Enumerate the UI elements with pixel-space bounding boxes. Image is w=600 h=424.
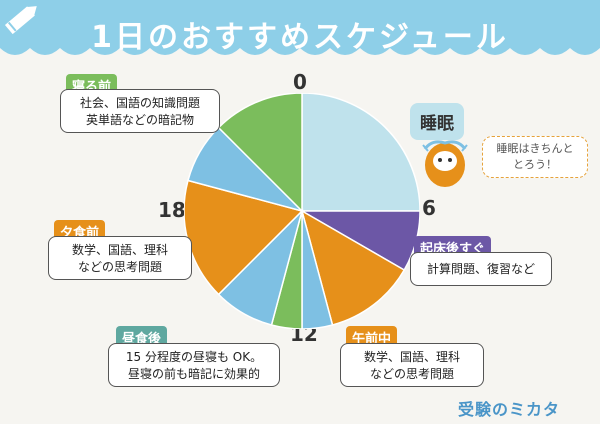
header-banner: 1日のおすすめスケジュール <box>0 0 600 70</box>
before-dinner-line1: 数学、国語、理科 <box>71 243 168 257</box>
before-dinner-callout: 数学、国語、理科 などの思考問題 <box>48 236 192 280</box>
schedule-pie-chart <box>184 93 420 329</box>
header-wave-shape <box>0 0 600 55</box>
before-bed-callout: 社会、国語の知識問題 英単語などの暗記物 <box>60 89 220 133</box>
after-lunch-line1: 15 分程度の昼寝も OK。 <box>125 350 263 364</box>
clock-label-6: 6 <box>422 196 436 220</box>
before-dinner-line2: などの思考問題 <box>77 260 162 274</box>
after-wake-line1: 計算問題、復習など <box>426 262 535 276</box>
sleep-label: 睡眠 <box>410 103 464 140</box>
pie-slice-morning <box>300 209 406 326</box>
before-bed-line1: 社会、国語の知識問題 <box>79 96 200 110</box>
after-lunch-line2: 昼寝の前も暗記に効果的 <box>127 367 260 381</box>
after-lunch-callout: 15 分程度の昼寝も OK。 昼寝の前も暗記に効果的 <box>108 343 280 387</box>
morning-callout: 数学、国語、理科 などの思考問題 <box>340 343 484 387</box>
after-wake-callout: 計算問題、復習など <box>410 252 552 286</box>
page-title: 1日のおすすめスケジュール <box>91 20 509 55</box>
pie-slice-before-bed <box>217 93 303 213</box>
morning-line2: などの思考問題 <box>369 367 454 381</box>
before-bed-line2: 英単語などの暗記物 <box>85 113 194 127</box>
speech-line2: とろう！ <box>513 158 557 171</box>
speech-line1: 睡眠はきちんと <box>496 142 574 155</box>
pencil-icon <box>4 6 37 35</box>
daruma-mascot-icon <box>422 140 468 187</box>
pie-slice-sleep <box>301 93 420 212</box>
clock-label-18: 18 <box>158 198 186 222</box>
logo: 受験のミカタ <box>458 400 561 419</box>
morning-line1: 数学、国語、理科 <box>363 350 460 364</box>
mascot-speech-bubble: 睡眠はきちんと とろう！ <box>482 136 588 178</box>
clock-label-0: 0 <box>293 70 307 94</box>
pie-slice-noon <box>301 210 334 329</box>
